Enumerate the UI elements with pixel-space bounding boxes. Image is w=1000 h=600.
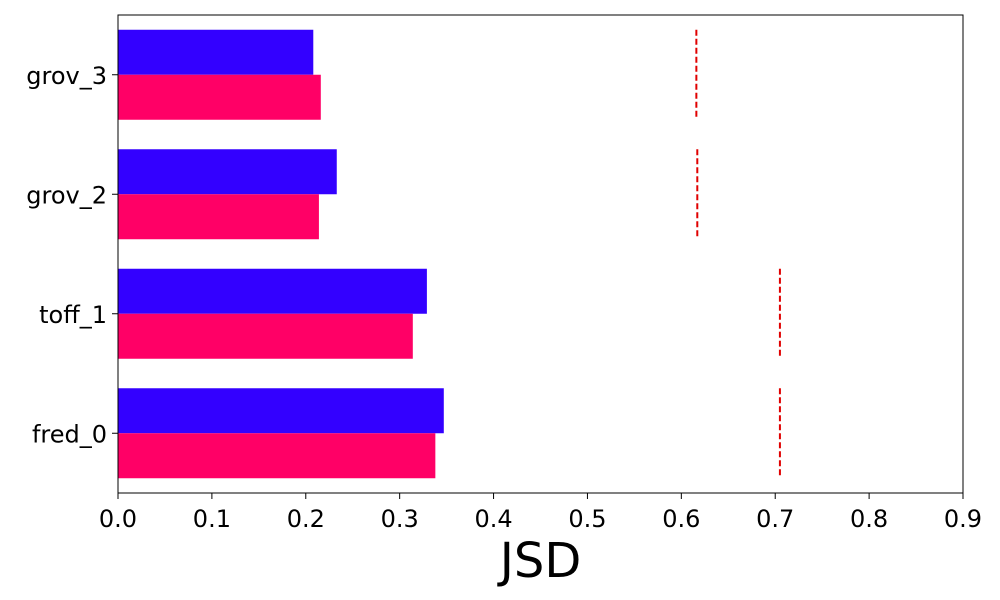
x-tick-label: 0.8 — [850, 505, 888, 533]
x-tick-label: 0.9 — [944, 505, 982, 533]
y-tick-label-toff_1: toff_1 — [39, 301, 107, 329]
y-tick-label-fred_0: fred_0 — [32, 420, 107, 448]
x-tick-label: 0.3 — [381, 505, 419, 533]
x-tick-label: 0.1 — [193, 505, 231, 533]
x-tick-label: 0.0 — [99, 505, 137, 533]
bar-toff_1-series-1 — [118, 268, 427, 314]
x-axis-title: JSD — [497, 533, 582, 589]
bar-grov_3-series-2 — [118, 74, 321, 120]
x-tick-label: 0.5 — [568, 505, 606, 533]
bars-layer — [118, 29, 444, 479]
threshold-lines-layer — [695, 29, 781, 479]
x-tick-label: 0.2 — [287, 505, 325, 533]
bar-fred_0-series-1 — [118, 388, 444, 434]
x-tick-label: 0.4 — [474, 505, 512, 533]
y-tick-label-grov_3: grov_3 — [26, 62, 107, 90]
bar-fred_0-series-2 — [118, 433, 436, 479]
x-axis-ticks: 0.0 0.1 0.2 0.3 0.4 0.5 0.6 0.7 0.8 0.9 — [99, 493, 982, 533]
x-tick-label: 0.7 — [756, 505, 794, 533]
plot-frame — [117, 14, 964, 494]
x-tick-label: 0.6 — [662, 505, 700, 533]
bar-grov_3-series-1 — [118, 29, 314, 75]
bar-toff_1-series-2 — [118, 313, 413, 359]
y-axis-ticks: fred_0 toff_1 grov_2 grov_3 — [26, 62, 118, 448]
bar-grov_2-series-2 — [118, 194, 319, 240]
y-tick-label-grov_2: grov_2 — [26, 181, 107, 209]
bar-grov_2-series-1 — [118, 149, 337, 195]
